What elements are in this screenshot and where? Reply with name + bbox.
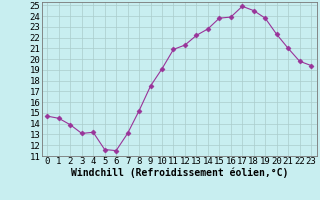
X-axis label: Windchill (Refroidissement éolien,°C): Windchill (Refroidissement éolien,°C) — [70, 168, 288, 178]
